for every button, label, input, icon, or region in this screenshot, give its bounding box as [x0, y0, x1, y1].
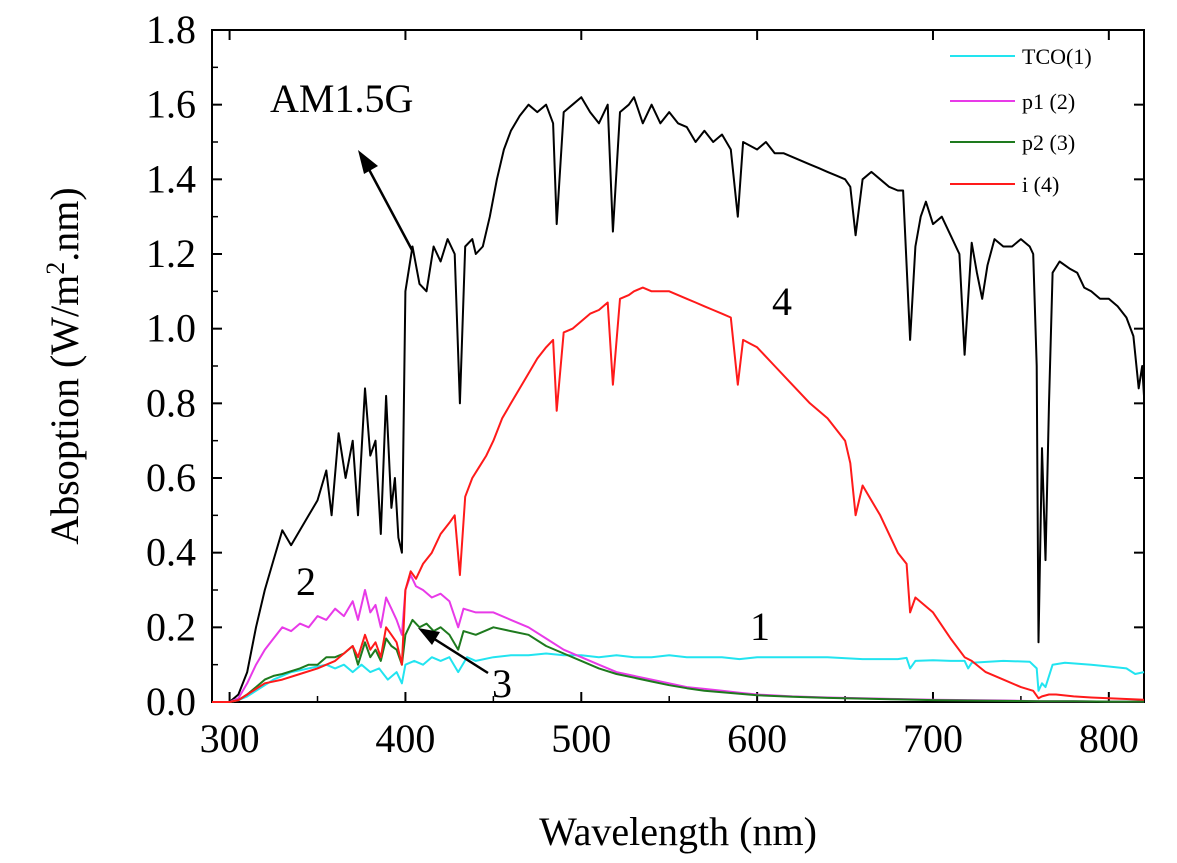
legend-item-i: i (4): [950, 172, 1059, 197]
series-line-am15g: [212, 96, 1145, 703]
y-axis-title-main: Absoption (W/m: [42, 275, 87, 545]
y-tick-label: 0.8: [146, 380, 196, 425]
x-tick-label: 700: [903, 716, 963, 761]
series-line-p1: [212, 574, 1144, 703]
y-axis-title-sup: 2: [41, 262, 70, 275]
svg-text:p1 (2): p1 (2): [1022, 89, 1075, 114]
y-tick-label: 1.0: [146, 306, 196, 351]
series-line-tco: [212, 652, 1145, 703]
svg-text:p2 (3): p2 (3): [1022, 130, 1075, 155]
annotation-label-2: 2: [296, 559, 316, 604]
legend-item-p2: p2 (3): [950, 130, 1075, 155]
svg-text:TCO(1): TCO(1): [1022, 44, 1092, 69]
annotation-label-1: 1: [750, 604, 770, 649]
annotation-arrow-am15g: [358, 150, 414, 251]
legend-item-tco: TCO(1): [950, 44, 1092, 69]
annotation-label-3: 3: [492, 661, 512, 706]
x-axis-ticks: 300 400 500 600 700 800: [200, 30, 1139, 761]
y-tick-label: 0.2: [146, 604, 196, 649]
annotation-arrow-3: [418, 628, 489, 675]
y-axis-ticks: 0.0 0.2 0.4 0.6 0.8 1.0 1.2 1.4 1.6 1.8: [146, 7, 1144, 724]
annotation-am15g: AM1.5G: [270, 76, 413, 121]
series-layer: [212, 96, 1145, 703]
y-tick-label: 0.0: [146, 679, 196, 724]
y-tick-label: 1.2: [146, 231, 196, 276]
legend-item-p1: p1 (2): [950, 89, 1075, 114]
y-axis-title: Absoption (W/m2.nm): [41, 187, 87, 544]
y-tick-label: 0.4: [146, 530, 196, 575]
legend: TCO(1) p1 (2) p2 (3) i (4): [950, 44, 1092, 197]
x-tick-label: 400: [375, 716, 435, 761]
annotation-label-4: 4: [772, 279, 792, 324]
y-tick-label: 1.4: [146, 156, 196, 201]
y-tick-label: 1.6: [146, 82, 196, 127]
x-axis-title: Wavelength (nm): [539, 809, 817, 854]
x-tick-label: 300: [200, 716, 260, 761]
x-tick-label: 500: [551, 716, 611, 761]
series-line-i: [212, 286, 1145, 703]
y-axis-title-tail: .nm): [42, 187, 87, 261]
y-tick-label: 1.8: [146, 7, 196, 52]
svg-text:i (4): i (4): [1022, 172, 1059, 197]
x-tick-label: 600: [727, 716, 787, 761]
y-tick-label: 0.6: [146, 455, 196, 500]
x-tick-label: 800: [1079, 716, 1139, 761]
series-line-p2: [212, 618, 1144, 703]
